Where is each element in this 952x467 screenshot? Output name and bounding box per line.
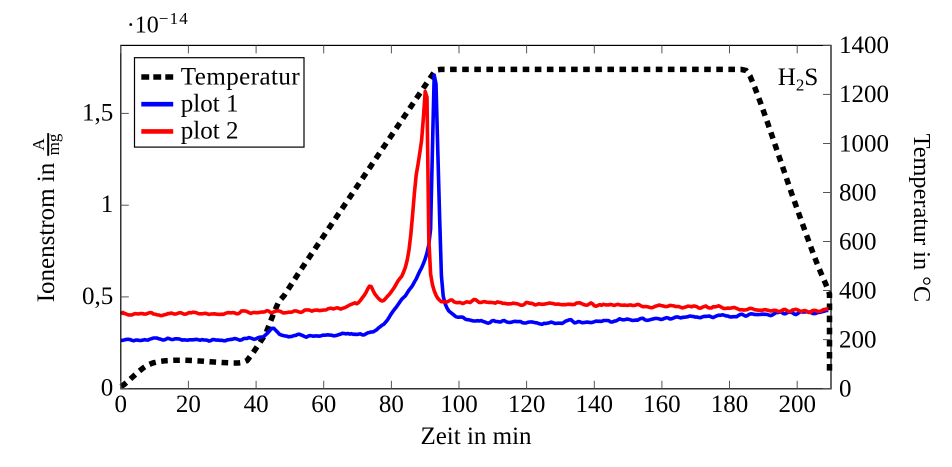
svg-text:plot 2: plot 2 — [181, 118, 239, 145]
svg-text:1000: 1000 — [839, 130, 889, 157]
svg-text:·10−14: ·10−14 — [127, 9, 189, 39]
svg-text:Temperatur in °C: Temperatur in °C — [908, 134, 935, 303]
svg-text:400: 400 — [839, 277, 877, 304]
svg-text:200: 200 — [778, 391, 816, 418]
svg-text:120: 120 — [508, 391, 546, 418]
svg-text:1,5: 1,5 — [82, 99, 113, 126]
svg-text:H2S: H2S — [778, 64, 818, 95]
svg-text:A: A — [29, 138, 48, 151]
svg-text:200: 200 — [839, 326, 877, 353]
svg-text:140: 140 — [576, 391, 614, 418]
svg-text:80: 80 — [379, 391, 404, 418]
svg-text:60: 60 — [311, 391, 336, 418]
svg-text:40: 40 — [244, 391, 269, 418]
svg-text:1400: 1400 — [839, 32, 889, 59]
svg-text:1: 1 — [101, 191, 114, 218]
svg-text:Temperatur: Temperatur — [181, 63, 301, 90]
svg-text:100: 100 — [440, 391, 478, 418]
svg-text:20: 20 — [176, 391, 201, 418]
svg-text:160: 160 — [643, 391, 681, 418]
svg-text:0,5: 0,5 — [82, 283, 113, 310]
svg-text:Zeit in min: Zeit in min — [420, 423, 532, 450]
svg-text:1200: 1200 — [839, 81, 889, 108]
svg-text:0: 0 — [839, 375, 852, 402]
svg-text:600: 600 — [839, 228, 877, 255]
svg-text:mg: mg — [44, 133, 63, 155]
svg-text:180: 180 — [711, 391, 749, 418]
svg-text:0: 0 — [115, 391, 128, 418]
svg-text:plot 1: plot 1 — [181, 90, 239, 117]
svg-text:Ionenstrom in: Ionenstrom in — [33, 162, 60, 302]
svg-text:800: 800 — [839, 179, 877, 206]
svg-text:0: 0 — [101, 375, 114, 402]
